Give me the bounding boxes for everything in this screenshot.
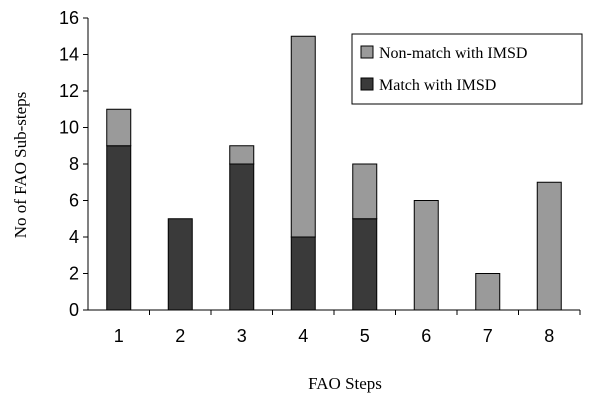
bar-match-step-5 [352,218,378,311]
x-axis-title: FAO Steps [308,374,382,393]
x-tick-label: 8 [544,326,554,346]
bar-match-step-4 [290,236,316,311]
bar-non-match-step-8 [536,181,562,311]
bar-match-step-3 [229,163,255,311]
legend-swatch [360,45,374,59]
bar-match-step-1 [106,145,132,311]
legend-label: Non-match with IMSD [379,45,527,62]
y-axis-ticks: 0 2 4 6 8 10 12 14 16 [59,8,88,320]
y-tick-label: 0 [69,300,79,320]
bar-non-match-step-7 [475,273,501,311]
bar-non-match-step-6 [413,200,439,311]
x-tick-label: 2 [175,326,185,346]
x-tick-label: 6 [421,326,431,346]
y-tick-label: 12 [59,81,79,101]
x-axis-ticks: 1 2 3 4 5 6 7 8 [114,310,581,346]
bars [106,35,562,311]
legend-box [351,33,583,105]
bar-non-match-step-1 [106,108,132,147]
y-tick-label: 2 [69,264,79,284]
y-tick-label: 6 [69,191,79,211]
bar-non-match-step-4 [290,35,316,238]
x-tick-label: 7 [483,326,493,346]
y-tick-label: 8 [69,154,79,174]
bar-non-match-step-3 [229,145,255,165]
y-tick-label: 10 [59,118,79,138]
bar-non-match-step-5 [352,163,378,220]
legend-label: Match with IMSD [379,77,496,94]
bar-match-step-2 [167,218,193,311]
x-tick-label: 5 [360,326,370,346]
y-tick-label: 14 [59,45,79,65]
x-tick-label: 1 [114,326,124,346]
legend: Non-match with IMSD Match with IMSD [351,33,583,105]
x-tick-label: 4 [298,326,308,346]
legend-swatch [360,77,374,91]
y-tick-label: 4 [69,227,79,247]
x-tick-label: 3 [237,326,247,346]
y-tick-label: 16 [59,8,79,28]
y-axis-title: No of FAO Sub-steps [11,92,30,239]
